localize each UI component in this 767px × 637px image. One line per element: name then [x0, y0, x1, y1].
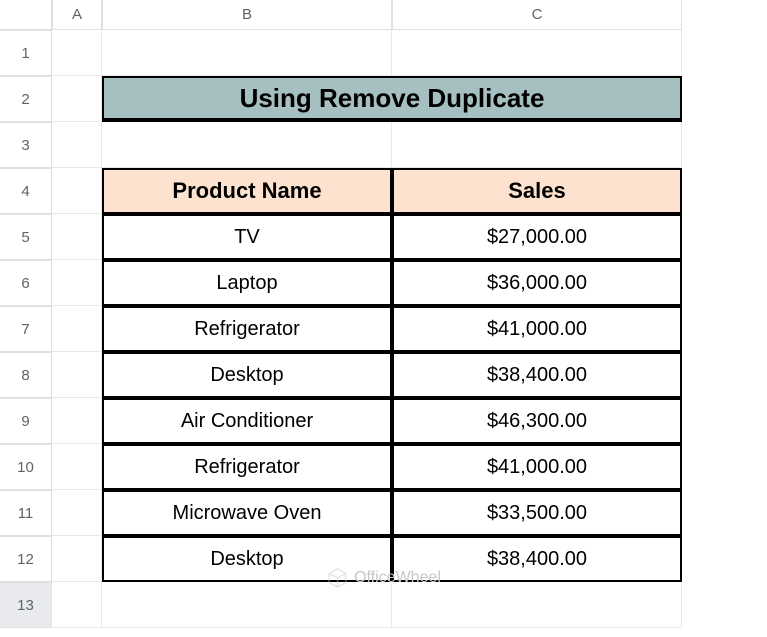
row-header-2[interactable]: 2 — [0, 76, 52, 122]
column-header-c[interactable]: C — [392, 0, 682, 30]
cell-c13[interactable] — [392, 582, 682, 628]
cell-a9[interactable] — [52, 398, 102, 444]
row-header-3[interactable]: 3 — [0, 122, 52, 168]
row-header-1[interactable]: 1 — [0, 30, 52, 76]
row-header-9[interactable]: 9 — [0, 398, 52, 444]
cell-a5[interactable] — [52, 214, 102, 260]
cell-c6[interactable]: $36,000.00 — [392, 260, 682, 306]
row-header-11[interactable]: 11 — [0, 490, 52, 536]
cell-a6[interactable] — [52, 260, 102, 306]
row-header-12[interactable]: 12 — [0, 536, 52, 582]
cell-b1[interactable] — [102, 30, 392, 76]
cell-a10[interactable] — [52, 444, 102, 490]
cell-c8[interactable]: $38,400.00 — [392, 352, 682, 398]
row-header-7[interactable]: 7 — [0, 306, 52, 352]
cell-c10[interactable]: $41,000.00 — [392, 444, 682, 490]
cell-a13[interactable] — [52, 582, 102, 628]
cell-b11[interactable]: Microwave Oven — [102, 490, 392, 536]
cell-a4[interactable] — [52, 168, 102, 214]
cell-c5[interactable]: $27,000.00 — [392, 214, 682, 260]
cell-b8[interactable]: Desktop — [102, 352, 392, 398]
row-header-8[interactable]: 8 — [0, 352, 52, 398]
row-header-5[interactable]: 5 — [0, 214, 52, 260]
table-header-product[interactable]: Product Name — [102, 168, 392, 214]
cell-b3[interactable] — [102, 122, 392, 168]
row-header-10[interactable]: 10 — [0, 444, 52, 490]
spreadsheet-grid[interactable]: A B C 1 2 Using Remove Duplicate 3 4 Pro… — [0, 0, 767, 628]
cell-a12[interactable] — [52, 536, 102, 582]
cell-b6[interactable]: Laptop — [102, 260, 392, 306]
cell-a7[interactable] — [52, 306, 102, 352]
cell-a3[interactable] — [52, 122, 102, 168]
column-header-b[interactable]: B — [102, 0, 392, 30]
corner-cell[interactable] — [0, 0, 52, 30]
column-header-a[interactable]: A — [52, 0, 102, 30]
cell-a2[interactable] — [52, 76, 102, 122]
cell-a11[interactable] — [52, 490, 102, 536]
cell-c9[interactable]: $46,300.00 — [392, 398, 682, 444]
row-header-4[interactable]: 4 — [0, 168, 52, 214]
cell-a8[interactable] — [52, 352, 102, 398]
cell-c12[interactable]: $38,400.00 — [392, 536, 682, 582]
cell-c11[interactable]: $33,500.00 — [392, 490, 682, 536]
row-header-6[interactable]: 6 — [0, 260, 52, 306]
cell-c7[interactable]: $41,000.00 — [392, 306, 682, 352]
row-header-13[interactable]: 13 — [0, 582, 52, 628]
cell-b7[interactable]: Refrigerator — [102, 306, 392, 352]
cell-c3[interactable] — [392, 122, 682, 168]
cell-b5[interactable]: TV — [102, 214, 392, 260]
table-header-sales[interactable]: Sales — [392, 168, 682, 214]
cell-c1[interactable] — [392, 30, 682, 76]
title-cell[interactable]: Using Remove Duplicate — [102, 76, 682, 122]
cell-b9[interactable]: Air Conditioner — [102, 398, 392, 444]
cell-b12[interactable]: Desktop — [102, 536, 392, 582]
cell-b10[interactable]: Refrigerator — [102, 444, 392, 490]
cell-b13[interactable] — [102, 582, 392, 628]
cell-a1[interactable] — [52, 30, 102, 76]
